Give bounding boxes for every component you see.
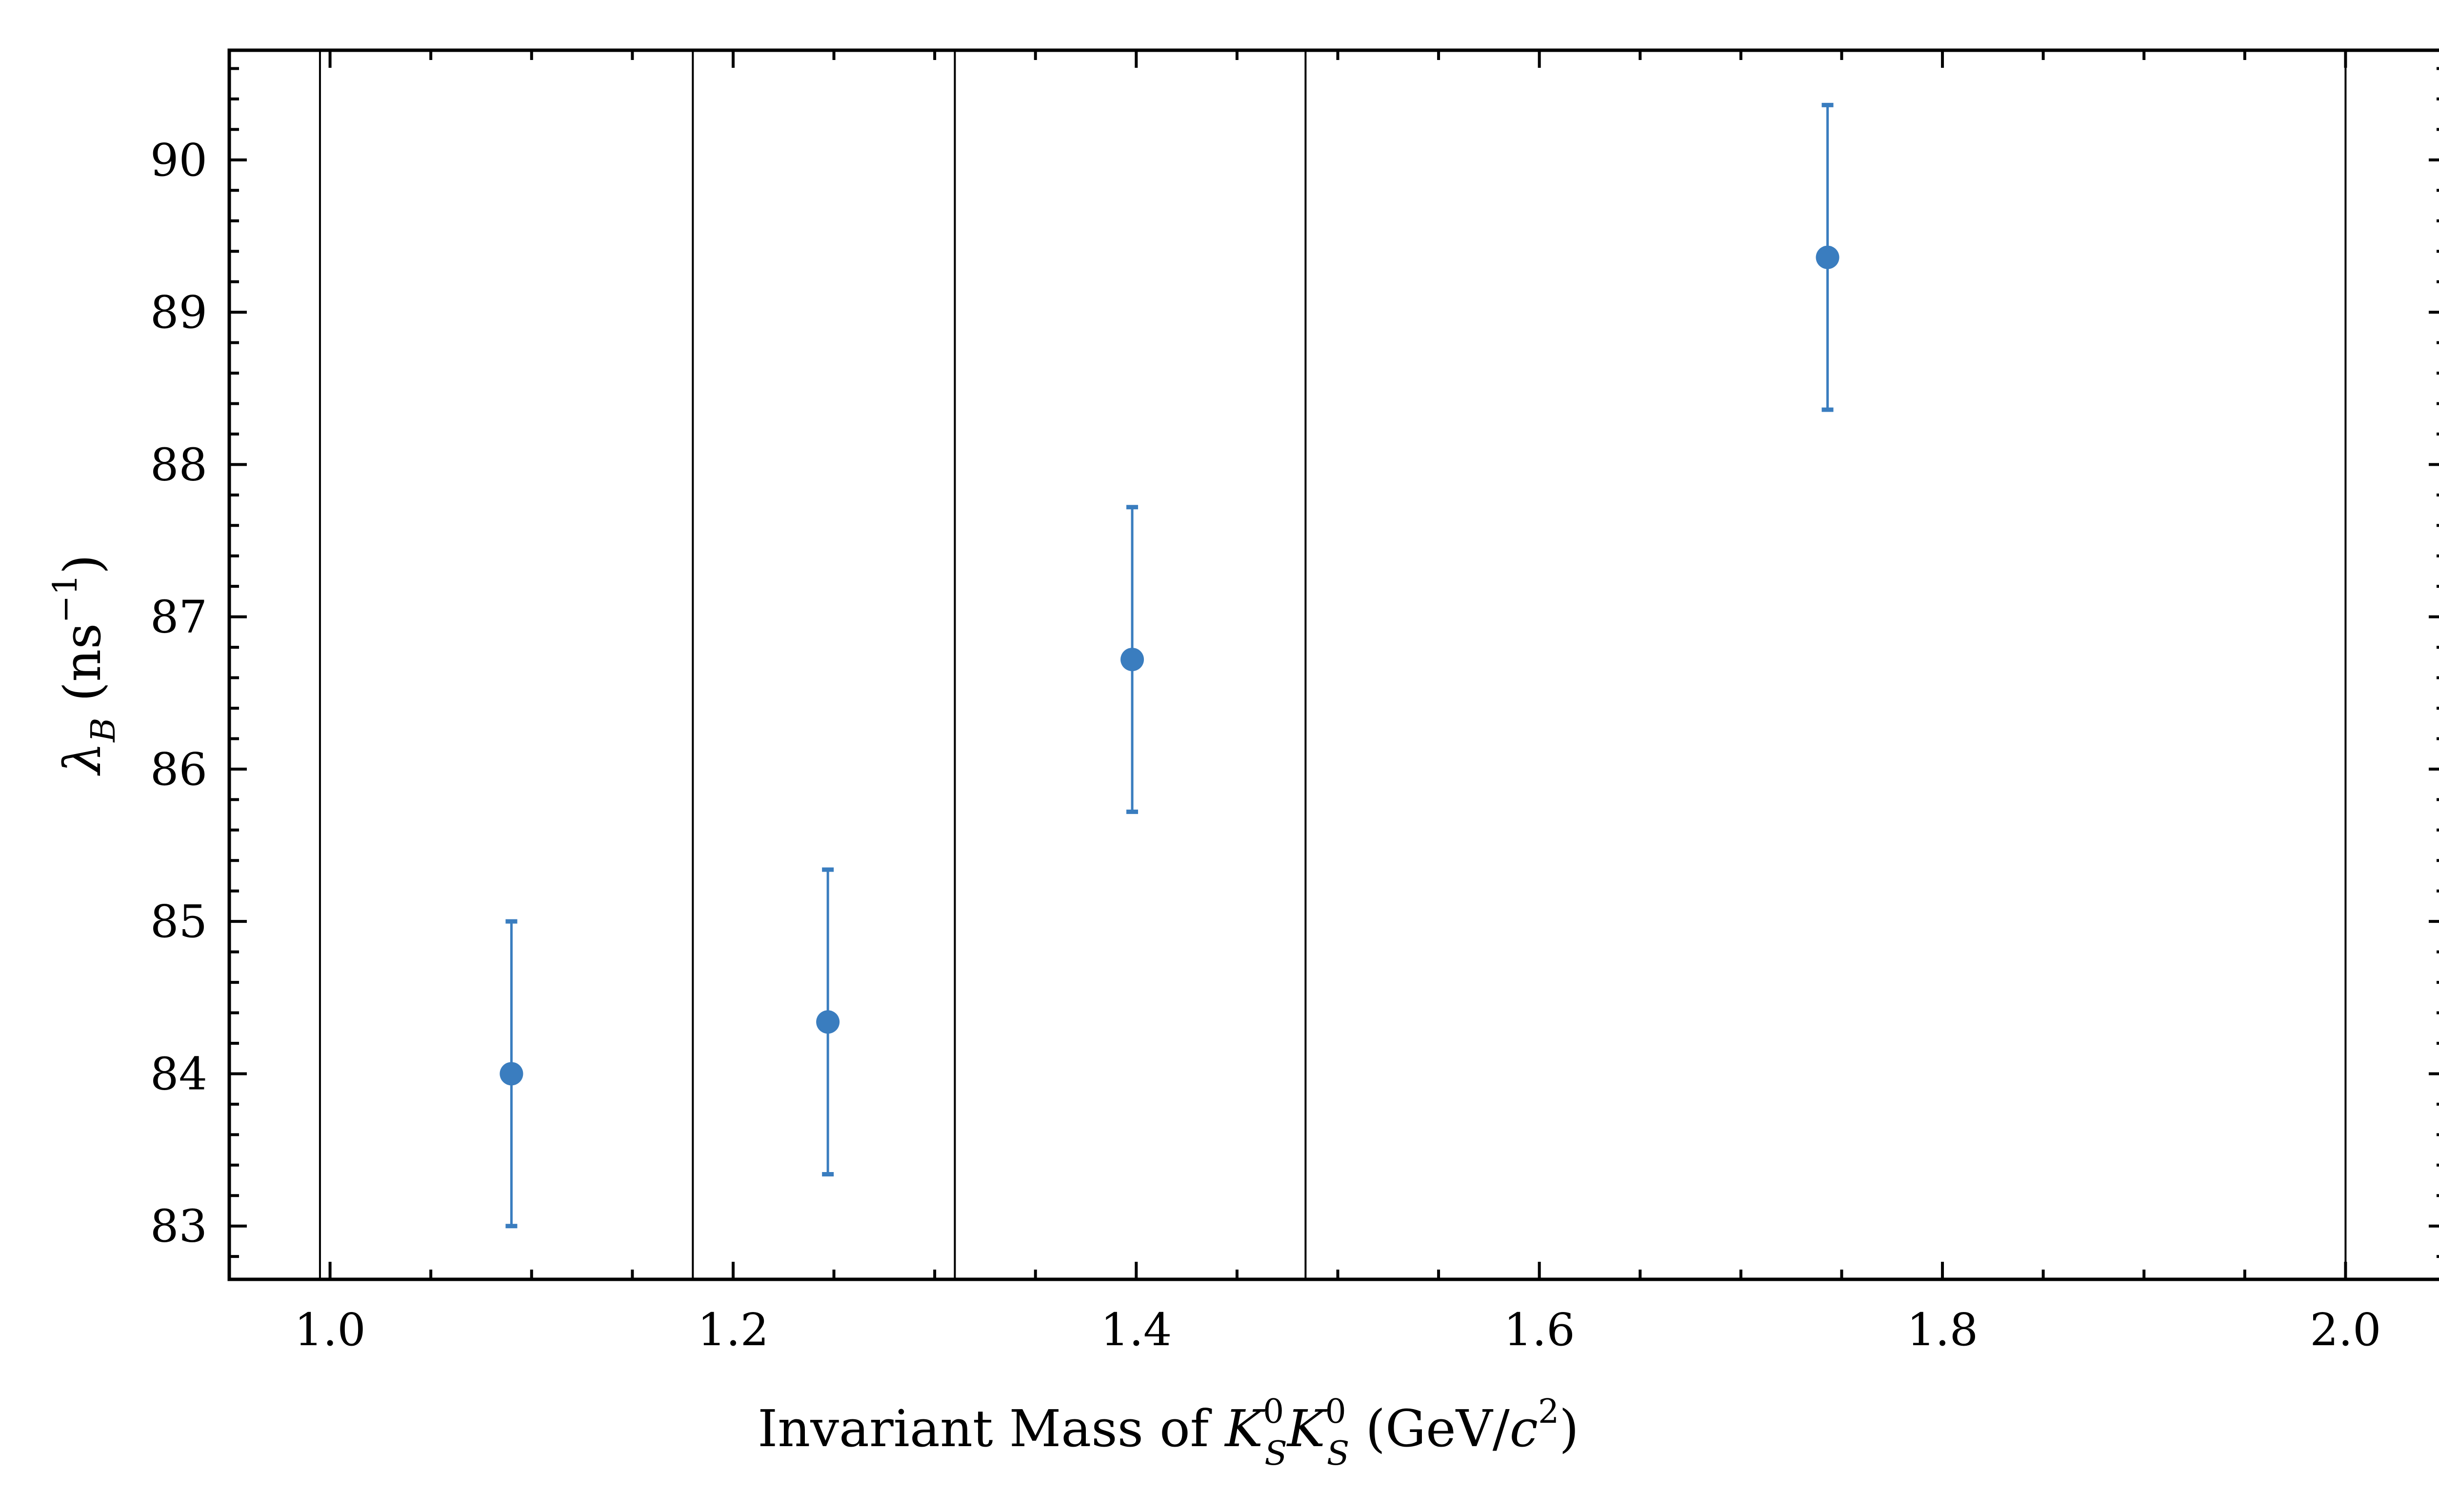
data-point-2 bbox=[1120, 505, 1144, 814]
data-point-3 bbox=[1816, 102, 1839, 412]
y-tick-labels: 83 84 85 86 87 88 89 90 bbox=[150, 134, 207, 1253]
y-tick-label: 86 bbox=[150, 743, 207, 796]
y-tick-label: 90 bbox=[150, 134, 207, 186]
y-tick-label: 89 bbox=[150, 286, 207, 338]
x-tick-label: 2.0 bbox=[2310, 1304, 2381, 1356]
plot-frame bbox=[227, 48, 2439, 1281]
x-axis-label: Invariant Mass of K0 SK0 S (GeV/c2) bbox=[758, 1393, 1579, 1473]
y-axis-label: λB (ns−1) bbox=[46, 555, 123, 776]
x-tick-labels: 1.0 1.2 1.4 1.6 1.8 2.0 bbox=[294, 1304, 2381, 1356]
y-tick-label: 84 bbox=[150, 1048, 207, 1100]
marker bbox=[1120, 648, 1144, 672]
y-tick-label: 88 bbox=[150, 438, 207, 491]
y-tick-label: 85 bbox=[150, 895, 207, 948]
x-tick-label: 1.4 bbox=[1100, 1304, 1172, 1356]
y-tick-label: 87 bbox=[150, 591, 207, 643]
y-tick-label: 83 bbox=[150, 1200, 207, 1253]
x-tick-label: 1.6 bbox=[1504, 1304, 1575, 1356]
data-points bbox=[500, 102, 1839, 1229]
marker bbox=[1816, 245, 1839, 269]
x-tick-label: 1.0 bbox=[294, 1304, 365, 1356]
x-tick-label: 1.2 bbox=[698, 1304, 769, 1356]
x-tick-label: 1.8 bbox=[1907, 1304, 1978, 1356]
marker bbox=[816, 1010, 840, 1034]
axis-ticks bbox=[228, 50, 2439, 1279]
data-point-1 bbox=[816, 867, 840, 1177]
data-point-0 bbox=[500, 919, 523, 1229]
bin-edge-lines bbox=[319, 50, 2347, 1279]
marker bbox=[500, 1062, 523, 1086]
